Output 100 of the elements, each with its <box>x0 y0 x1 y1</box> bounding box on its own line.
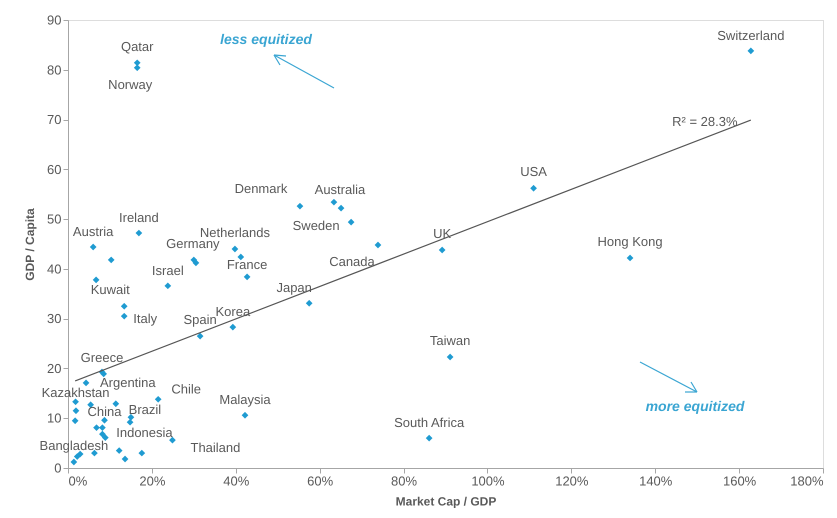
annotation: UK <box>433 226 452 241</box>
y-tick-label: 90 <box>47 12 62 28</box>
y-tick-label: 70 <box>47 112 62 128</box>
point <box>169 436 176 444</box>
annotation: Brazil <box>128 402 162 418</box>
point <box>338 204 344 212</box>
point <box>426 434 432 442</box>
x-tick-label: 80% <box>391 474 418 488</box>
point <box>93 424 100 432</box>
annotation: Argentina <box>100 374 156 390</box>
annotation: more equitized <box>646 398 745 414</box>
point <box>296 202 304 210</box>
annotation: Kuwait <box>90 282 130 298</box>
annotation: Greece <box>80 350 124 365</box>
point <box>99 430 106 438</box>
point <box>626 254 634 262</box>
point <box>438 246 446 254</box>
annotation: less equitized <box>220 31 312 47</box>
point <box>90 244 97 250</box>
point <box>242 412 248 419</box>
annotation: Malaysia <box>219 392 272 408</box>
y-tick-label: 20 <box>47 360 62 376</box>
x-tick-label: 140% <box>639 474 673 488</box>
point <box>72 398 79 406</box>
point <box>348 218 354 226</box>
point <box>374 242 382 248</box>
y-tick-label: 80 <box>47 62 62 78</box>
annotation: Indonesia <box>116 425 174 440</box>
point <box>138 450 146 456</box>
annotation: R² = 28.3% <box>672 114 738 130</box>
point <box>74 453 81 460</box>
annotation: Austria <box>72 224 114 239</box>
x-tick-label: 60% <box>307 474 334 488</box>
annotation: Hong Kong <box>598 234 663 249</box>
annotation: Ireland <box>119 210 159 226</box>
annotation: Canada <box>329 254 376 269</box>
annotation: Switzerland <box>717 28 784 43</box>
point <box>237 254 244 260</box>
point <box>530 184 537 192</box>
point <box>92 276 100 284</box>
x-tick-label: 40% <box>223 474 250 488</box>
point <box>164 282 172 290</box>
annotation: France <box>226 256 268 272</box>
y-axis-title: GDP / Capita <box>23 208 38 281</box>
y-tick-label: 10 <box>47 410 62 426</box>
annotation: Korea <box>215 304 251 320</box>
annotation: Qatar <box>120 38 154 54</box>
annotation: Chile <box>171 381 201 396</box>
point <box>330 198 338 206</box>
y-tick-label: 40 <box>47 261 62 276</box>
point <box>108 256 115 264</box>
y-tick-label: 0 <box>54 460 62 476</box>
point <box>72 407 80 414</box>
x-tick-label: 160% <box>722 474 757 488</box>
point <box>82 380 90 386</box>
y-tick-label: 30 <box>47 311 62 326</box>
point <box>229 324 236 330</box>
annotation: Sweden <box>292 218 340 234</box>
annotation: USA <box>520 164 548 180</box>
annotation: Taiwan <box>430 332 470 348</box>
x-tick-label: 180% <box>790 474 824 488</box>
annotation: Australia <box>314 182 366 198</box>
x-tick-label: 120% <box>555 474 589 488</box>
point <box>306 300 313 307</box>
x-tick-label: 0% <box>68 474 88 488</box>
annotation: China <box>88 404 122 420</box>
point <box>134 64 141 72</box>
point <box>116 447 123 454</box>
point <box>99 424 106 432</box>
point <box>196 332 204 340</box>
point <box>126 418 134 426</box>
point <box>154 396 162 403</box>
point <box>101 416 108 424</box>
point <box>192 260 200 266</box>
point <box>72 417 78 424</box>
annotation: Japan <box>276 280 312 296</box>
y-tick-label: 60 <box>47 162 62 177</box>
annotation: Spain <box>184 312 217 328</box>
annotation: Israel <box>152 262 184 278</box>
x-axis-title: Market Cap / GDP <box>396 494 496 508</box>
annotation: Norway <box>108 76 153 92</box>
point <box>244 274 250 280</box>
x-tick-label: 20% <box>139 474 166 488</box>
point <box>120 302 128 310</box>
annotation: Bangladesh <box>40 438 108 454</box>
point <box>102 434 109 441</box>
point <box>748 48 754 54</box>
annotation: Italy <box>133 311 158 326</box>
y-tick-label: 50 <box>47 212 62 227</box>
x-tick-label: 100% <box>471 474 506 488</box>
point <box>128 414 134 421</box>
point <box>446 354 454 360</box>
annotation: Thailand <box>190 440 240 456</box>
point <box>136 230 142 236</box>
point <box>122 456 128 462</box>
point <box>70 458 78 466</box>
point <box>232 246 238 252</box>
annotation: Denmark <box>234 181 288 196</box>
point <box>120 312 128 320</box>
annotation: South Africa <box>394 415 465 430</box>
